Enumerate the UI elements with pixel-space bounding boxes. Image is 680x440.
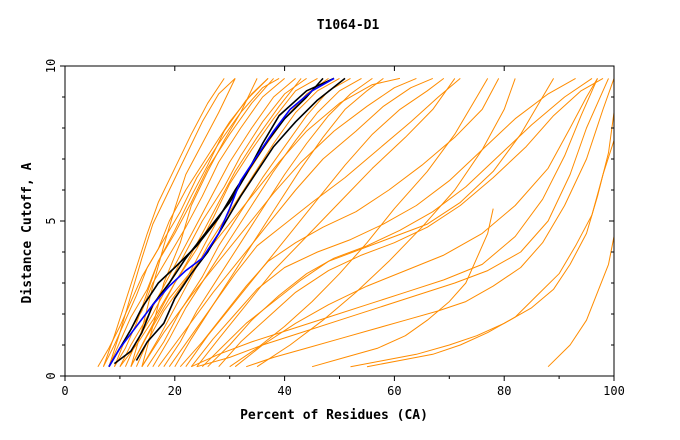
plot-frame xyxy=(64,65,615,377)
series-line-orange-31 xyxy=(191,78,598,368)
series-line-orange-13 xyxy=(102,78,225,367)
y-axis-label: Distance Cutoff, A xyxy=(20,162,35,303)
series-line-orange-29 xyxy=(168,78,461,367)
y-tick-label: 0 xyxy=(44,372,58,379)
y-tick-label: 5 xyxy=(44,217,58,224)
series-line-orange-23 xyxy=(141,78,258,367)
series-line-orange-25 xyxy=(207,77,593,368)
series-line-orange-2 xyxy=(108,78,274,367)
x-axis: 0 20 40 60 80 100 xyxy=(61,66,625,398)
x-tick-label: 60 xyxy=(387,384,401,398)
series-line-orange-21 xyxy=(196,78,456,368)
series-line-orange-12 xyxy=(174,78,384,367)
series-line-orange-10 xyxy=(152,77,362,367)
series-line-orange-39 xyxy=(229,78,489,368)
series-line-orange-27 xyxy=(201,78,555,368)
series-line-orange-16 xyxy=(141,77,417,367)
series-line-black-43 xyxy=(113,77,335,365)
series-line-orange-15 xyxy=(130,77,401,367)
series-line-orange-14 xyxy=(108,78,236,367)
series-line-orange-36 xyxy=(311,208,494,368)
x-tick-label: 80 xyxy=(497,384,511,398)
series-line-orange-24 xyxy=(190,77,576,368)
series-line-orange-32 xyxy=(196,78,609,368)
series-line-orange-34 xyxy=(350,112,615,368)
series-line-blue-44 xyxy=(108,77,335,368)
series-line-orange-9 xyxy=(146,77,351,367)
series-line-orange-33 xyxy=(246,78,615,368)
x-tick-label: 0 xyxy=(61,384,68,398)
series-line-orange-1 xyxy=(102,77,280,367)
series-line-black-42 xyxy=(135,77,346,361)
series-line-orange-40 xyxy=(256,78,516,368)
series-line-orange-37 xyxy=(547,202,615,368)
series-line-orange-28 xyxy=(179,78,500,368)
series-line-orange-22 xyxy=(130,78,236,367)
x-tick-label: 100 xyxy=(603,384,625,398)
y-axis: 0 5 10 xyxy=(44,59,614,380)
series-line-orange-5 xyxy=(124,77,307,367)
x-tick-label: 20 xyxy=(168,384,182,398)
series-line-orange-35 xyxy=(366,140,615,368)
series-line-orange-19 xyxy=(119,78,302,368)
series-line-black-41 xyxy=(108,77,324,368)
plot-lines xyxy=(97,77,615,368)
chart-title: T1064-D1 xyxy=(317,18,380,33)
series-line-orange-26 xyxy=(218,77,604,368)
series-line-orange-0 xyxy=(97,78,269,367)
series-line-orange-4 xyxy=(119,78,296,367)
series-line-orange-7 xyxy=(135,77,329,367)
series-line-orange-30 xyxy=(234,78,598,368)
x-axis-label: Percent of Residues (CA) xyxy=(240,408,428,423)
series-line-orange-8 xyxy=(141,77,340,367)
series-line-orange-20 xyxy=(185,78,445,367)
y-tick-label: 10 xyxy=(44,59,58,73)
series-line-orange-17 xyxy=(157,77,433,367)
x-tick-label: 40 xyxy=(277,384,291,398)
